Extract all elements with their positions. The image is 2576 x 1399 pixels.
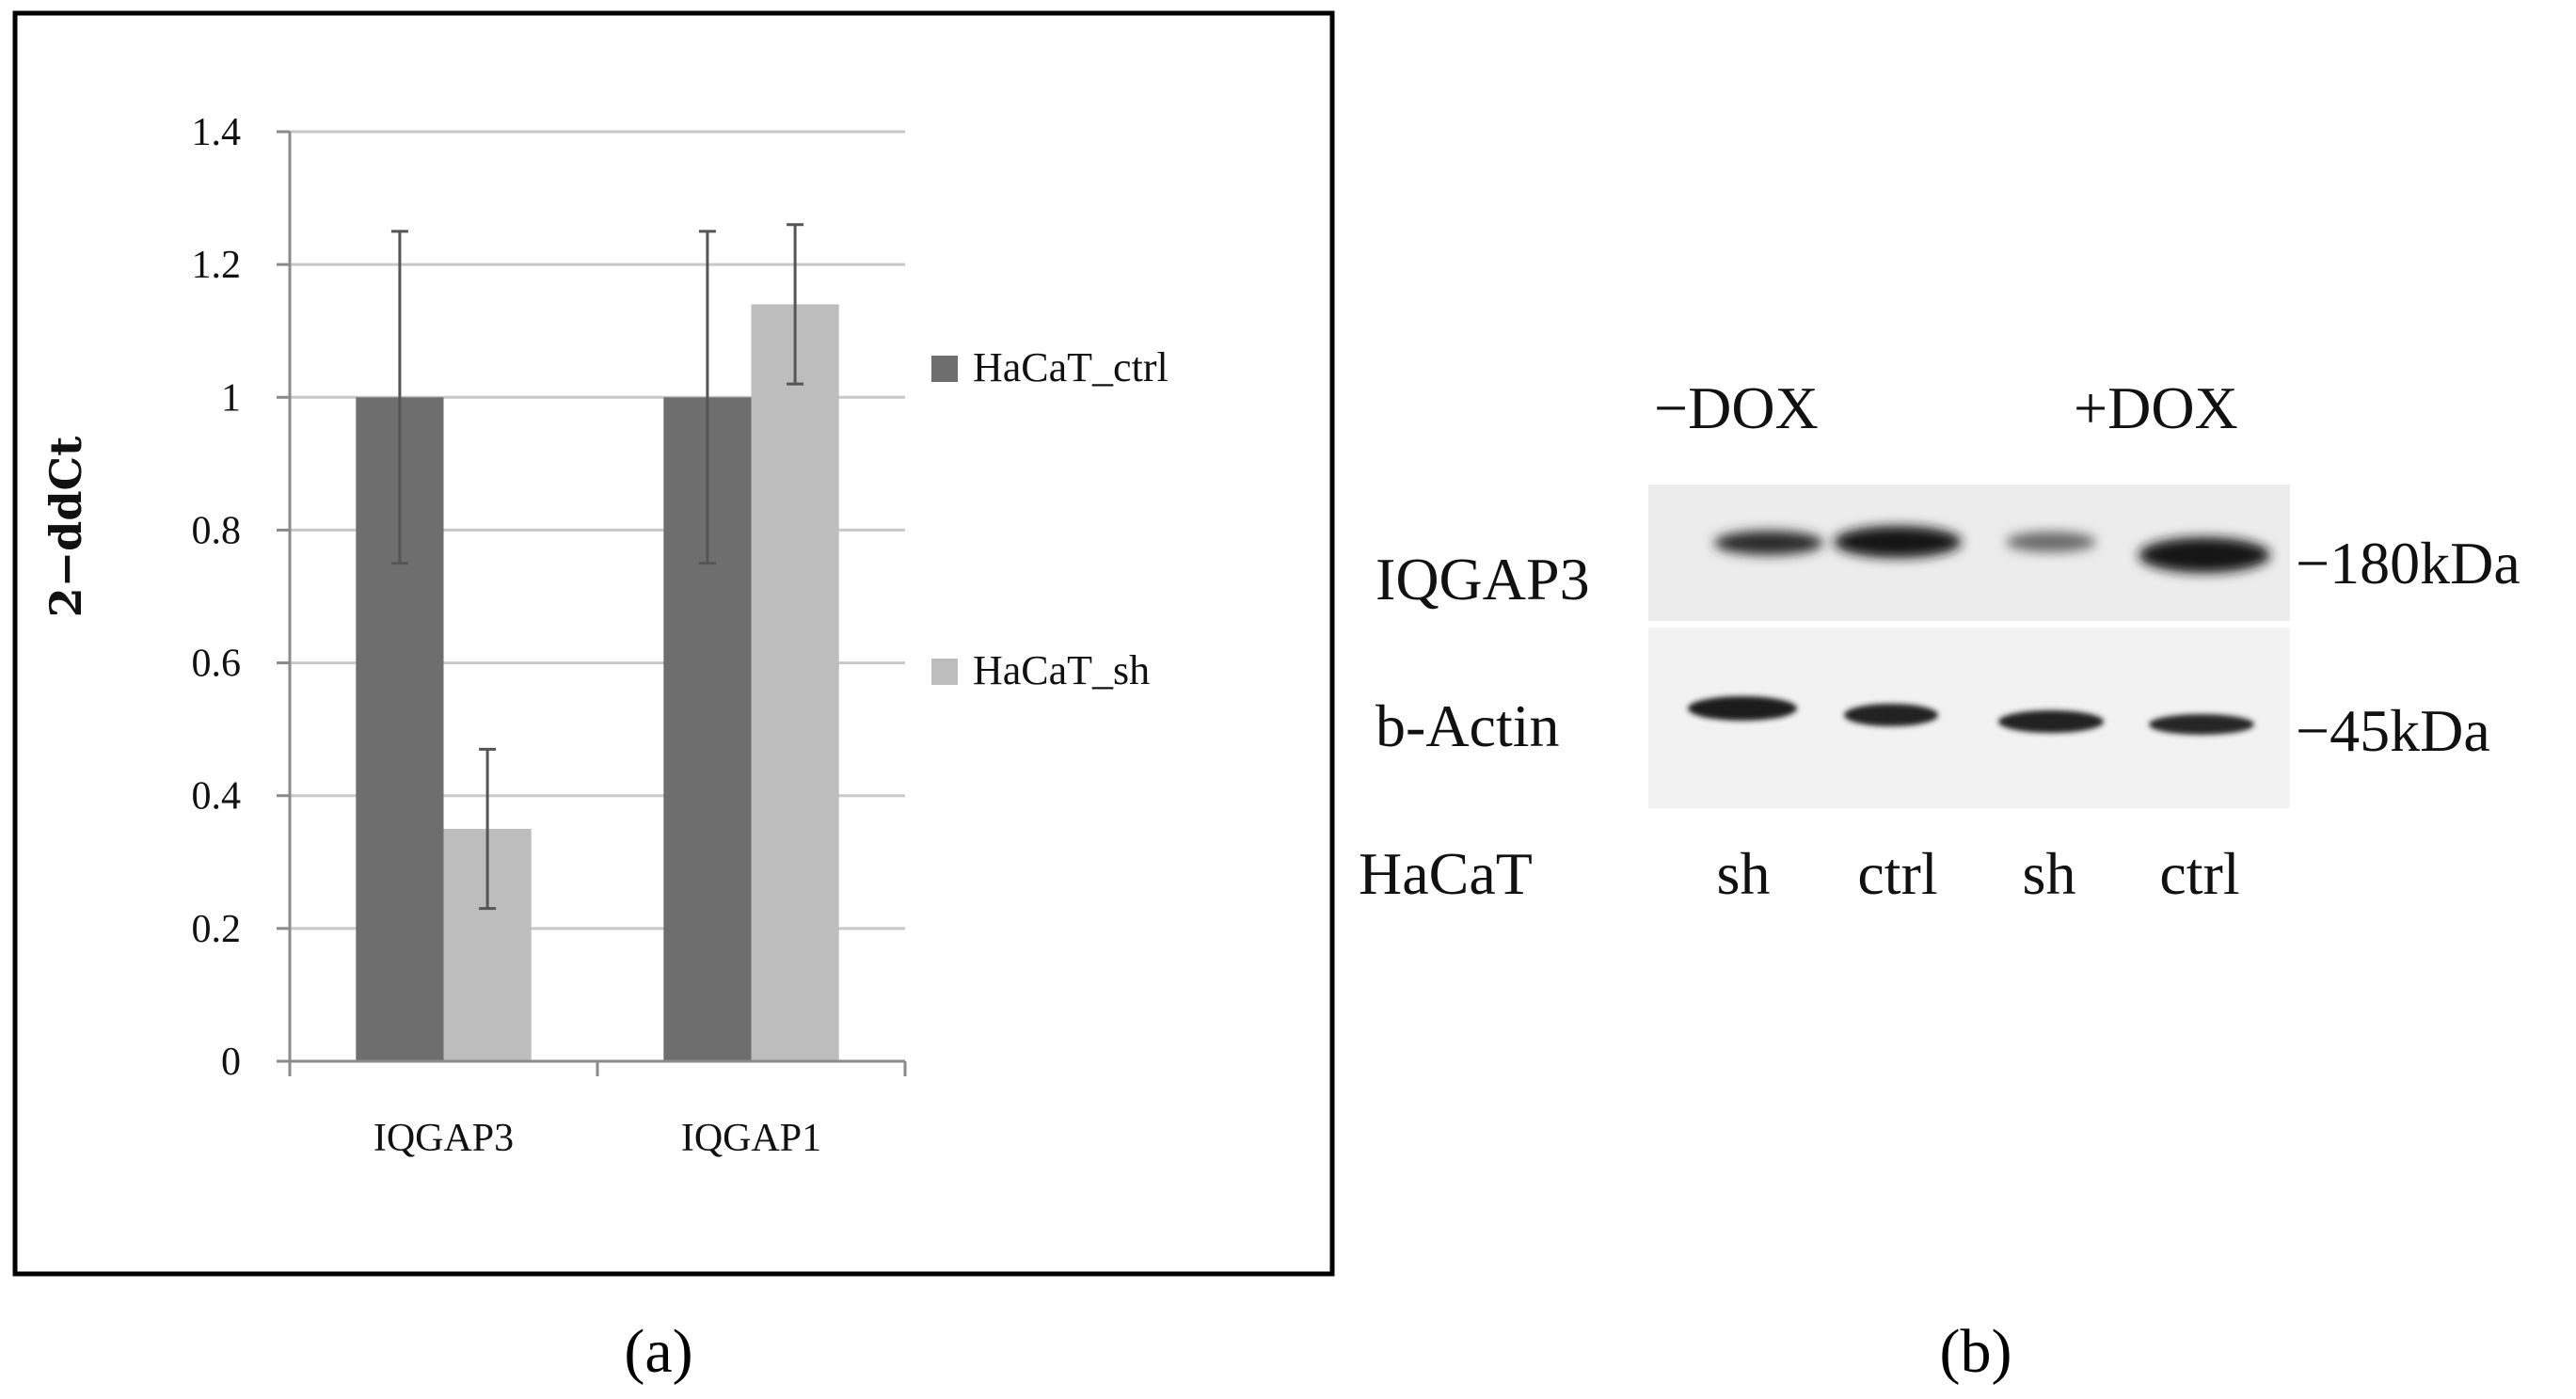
y-tick-label: 0.4 xyxy=(192,775,242,819)
chart-legend: HaCaT_ctrl HaCaT_sh xyxy=(931,344,1169,693)
y-tick-label: 0.6 xyxy=(192,643,242,686)
lane-label-4: ctrl xyxy=(2159,840,2239,907)
legend-swatch-ctrl xyxy=(931,356,958,382)
legend-label-sh: HaCaT_sh xyxy=(973,647,1150,693)
panel-a-label: (a) xyxy=(624,1317,692,1386)
x-tick-label: IQGAP3 xyxy=(374,1117,514,1160)
iqgap3-band-lane3 xyxy=(2006,532,2096,552)
y-tick-label: 0 xyxy=(221,1041,241,1084)
lane-label-1: sh xyxy=(1717,840,1771,907)
legend-label-ctrl: HaCaT_ctrl xyxy=(973,344,1169,390)
x-tick-label: IQGAP1 xyxy=(681,1117,821,1160)
condition-minus-dox: −DOX xyxy=(1654,374,1819,441)
marker-180kda: −180kDa xyxy=(2296,530,2520,596)
chart-error-bars xyxy=(390,223,804,911)
x-tick-labels: IQGAP3 IQGAP1 xyxy=(374,1117,821,1160)
row-label-iqgap3: IQGAP3 xyxy=(1375,546,1590,612)
y-tick-label: 0.2 xyxy=(192,908,242,951)
western-blot: −DOX +DOX IQGAP3 b-Actin −180kDa −45kDa … xyxy=(1359,374,2520,907)
bar-HaCaT_sh-IQGAP1 xyxy=(751,304,839,1061)
row-label-actin: b-Actin xyxy=(1375,692,1560,759)
cell-line-label: HaCaT xyxy=(1359,840,1533,907)
lane-label-2: ctrl xyxy=(1857,840,1937,907)
chart-bars xyxy=(356,304,839,1061)
y-tick-label: 0.8 xyxy=(192,509,242,552)
y-tick-label: 1 xyxy=(221,376,241,420)
lane-label-3: sh xyxy=(2023,840,2076,907)
y-tick-label: 1.4 xyxy=(192,111,242,154)
panel-b-label: (b) xyxy=(1940,1317,2012,1386)
iqgap3-band-lane1 xyxy=(1714,531,1823,555)
actin-band-lane2 xyxy=(1844,704,1938,726)
actin-band-lane4 xyxy=(2149,714,2254,735)
iqgap3-band-lane2 xyxy=(1834,526,1962,558)
actin-band-lane1 xyxy=(1688,696,1797,721)
y-axis-label: 2−ddCt xyxy=(40,436,91,617)
y-tick-label: 1.2 xyxy=(192,244,242,287)
y-tick-labels: 0 0.2 0.4 0.6 0.8 1 1.2 1.4 xyxy=(192,111,242,1084)
chart-axes xyxy=(288,132,907,1076)
legend-swatch-sh xyxy=(931,659,958,685)
marker-45kda: −45kDa xyxy=(2296,697,2490,764)
actin-band-lane3 xyxy=(1998,710,2104,733)
iqgap3-band-lane4 xyxy=(2139,537,2270,573)
condition-plus-dox: +DOX xyxy=(2074,374,2238,441)
